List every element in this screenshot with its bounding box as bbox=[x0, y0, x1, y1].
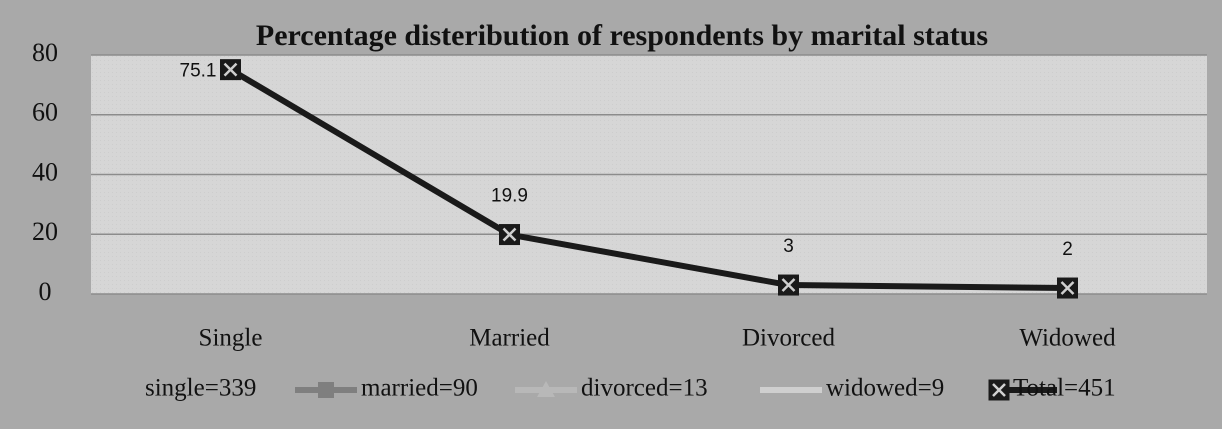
legend-label: widowed=9 bbox=[826, 375, 944, 402]
point-marker bbox=[1057, 277, 1078, 299]
chart-title: Percentage disteribution of respondents … bbox=[256, 19, 988, 52]
data-label: 3 bbox=[783, 236, 794, 257]
legend-swatch-marker bbox=[537, 381, 555, 397]
y-tick-label: 40 bbox=[32, 157, 58, 186]
y-tick-label: 0 bbox=[39, 277, 52, 306]
y-tick-label: 20 bbox=[32, 217, 58, 246]
point-marker bbox=[220, 59, 241, 81]
legend-label: single=339 bbox=[145, 375, 256, 402]
legend-label: divorced=13 bbox=[581, 375, 708, 402]
legend-label: married=90 bbox=[361, 375, 478, 402]
data-label: 19.9 bbox=[491, 186, 528, 207]
data-label: 75.1 bbox=[180, 61, 217, 82]
point-marker bbox=[778, 274, 799, 296]
data-label: 2 bbox=[1062, 239, 1073, 260]
x-tick-label: Married bbox=[469, 325, 550, 352]
legend-label: Total=451 bbox=[1013, 375, 1116, 402]
legend-swatch-marker bbox=[318, 382, 334, 398]
x-tick-label: Widowed bbox=[1019, 325, 1116, 352]
point-marker bbox=[499, 224, 520, 246]
marker-cross bbox=[781, 278, 796, 292]
legend-swatch-marker bbox=[988, 379, 1010, 401]
marker-cross bbox=[502, 227, 517, 242]
marker-cross bbox=[1060, 281, 1075, 295]
series-line bbox=[228, 67, 1068, 292]
marker-cross bbox=[992, 383, 1006, 397]
x-tick-label: Single bbox=[199, 325, 263, 352]
marker-cross bbox=[223, 62, 238, 77]
y-tick-label: 60 bbox=[32, 98, 58, 127]
y-tick-label: 80 bbox=[32, 38, 58, 67]
x-tick-label: Divorced bbox=[742, 325, 836, 352]
